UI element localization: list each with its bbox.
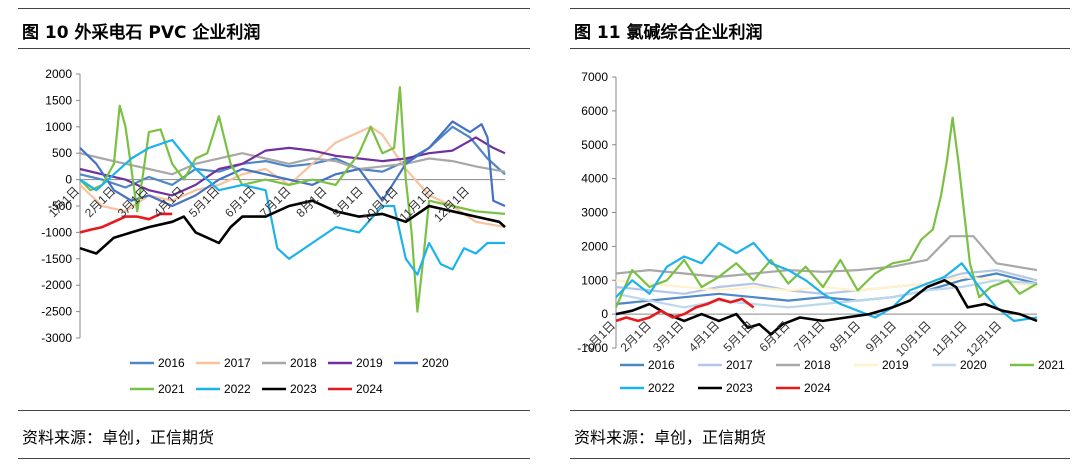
- x-tick-label: 2月1日: [82, 184, 118, 220]
- series-line-2016: [79, 125, 506, 189]
- x-tick-label: 11月1日: [929, 318, 969, 358]
- bottom-rule: [18, 458, 530, 459]
- source-note: 资料来源：卓创，正信期货: [574, 428, 767, 447]
- top-rule: [570, 8, 1070, 9]
- y-tick-label: 4000: [581, 172, 608, 186]
- y-tick-label: 7000: [581, 70, 608, 84]
- series-line-2018: [79, 152, 506, 176]
- y-tick-label: 2000: [581, 239, 608, 253]
- source-rule: [18, 410, 530, 411]
- y-tick-label: -2000: [41, 278, 72, 292]
- legend-label-2018: 2018: [290, 356, 317, 370]
- title-rule: [570, 48, 1070, 49]
- series-line-2016: [615, 272, 1038, 306]
- x-tick-label: 5月1日: [721, 318, 757, 354]
- series-line-2023: [79, 199, 506, 255]
- x-tick-label: 11月1日: [397, 184, 437, 224]
- series-line-2018: [615, 235, 1038, 278]
- x-tick-label: 12月1日: [963, 318, 1004, 359]
- series-line-2021: [614, 116, 1038, 308]
- legend-label-2020: 2020: [960, 358, 987, 372]
- y-tick-label: -2500: [41, 305, 72, 319]
- x-tick-label: 7月1日: [791, 318, 827, 354]
- x-tick-label: 2月1日: [618, 318, 654, 354]
- y-tick-label: -3000: [41, 331, 72, 345]
- series-line-2024: [79, 212, 173, 234]
- series-line-2024: [615, 297, 755, 323]
- legend-label-2020: 2020: [422, 356, 449, 370]
- left-chart-panel: 图 10 外采电石 PVC 企业利润 2000 1500 1000 500 0 -500 -…: [18, 8, 530, 459]
- top-rule: [18, 8, 530, 9]
- source-rule: [570, 410, 1070, 411]
- legend-label-2023: 2023: [726, 381, 753, 395]
- y-tick-label: 5000: [581, 138, 608, 152]
- title-rule: [18, 48, 530, 49]
- legend-label-2022: 2022: [648, 381, 675, 395]
- legend-label-2017: 2017: [726, 358, 753, 372]
- legend-label-2018: 2018: [804, 358, 831, 372]
- bottom-rule: [570, 458, 1070, 459]
- legend-label-2022: 2022: [224, 382, 251, 396]
- pvc-profit-line-chart: 2000 1500 1000 500 0 -500 -1000 -1500 -2000 -2500…: [41, 67, 506, 396]
- legend-label-2023: 2023: [290, 382, 317, 396]
- x-tick-label: 3月1日: [115, 184, 151, 220]
- y-tick-label: 6000: [581, 104, 608, 118]
- source-note: 资料来源：卓创，正信期货: [22, 428, 215, 447]
- series-line-2020: [79, 120, 506, 208]
- y-tick-label: 2000: [45, 67, 72, 81]
- x-tick-label: 12月1日: [431, 184, 472, 225]
- y-tick-label: -1000: [41, 225, 72, 239]
- legend-label-2016: 2016: [648, 358, 675, 372]
- x-tick-label: 3月1日: [650, 318, 686, 354]
- legend-label-2017: 2017: [224, 356, 251, 370]
- y-tick-label: 3000: [581, 206, 608, 220]
- legend-label-2024: 2024: [356, 382, 383, 396]
- y-tick-label: 1500: [45, 93, 72, 107]
- x-tick-label: 8月1日: [293, 184, 329, 220]
- right-chart-panel: 图 11 氯碱综合企业利润 7000 6000 5000 4000 3000 2000 10…: [552, 0, 1080, 470]
- y-tick-label: 1000: [581, 273, 608, 287]
- series-line-2020: [615, 279, 1038, 309]
- x-tick-label: 8月1日: [827, 318, 863, 354]
- series-line-2022: [79, 138, 505, 276]
- x-tick-label: 6月1日: [756, 318, 792, 354]
- y-tick-label: 1000: [45, 120, 72, 134]
- series-line-2022: [615, 241, 1038, 322]
- chart-title: 图 11 氯碱综合企业利润: [574, 23, 763, 43]
- y-tick-label: -500: [48, 199, 72, 213]
- legend-label-2019: 2019: [356, 356, 383, 370]
- legend-label-2024: 2024: [804, 381, 831, 395]
- legend-label-2019: 2019: [882, 358, 909, 372]
- x-tick-label: 4月1日: [686, 318, 722, 354]
- y-tick-label: -1000: [577, 341, 608, 355]
- series-line-2023: [615, 278, 1038, 336]
- x-tick-label: 10月1日: [893, 318, 934, 359]
- series-line-2019: [79, 136, 506, 197]
- y-tick-label: 500: [52, 146, 72, 160]
- legend-label-2016: 2016: [158, 356, 185, 370]
- y-tick-label: 0: [601, 307, 608, 321]
- y-tick-label: -1500: [41, 252, 72, 266]
- legend-label-2021: 2021: [158, 382, 185, 396]
- chart-title: 图 10 外采电石 PVC 企业利润: [22, 23, 261, 43]
- legend-label-2021: 2021: [1038, 358, 1065, 372]
- y-tick-label: 0: [65, 173, 72, 187]
